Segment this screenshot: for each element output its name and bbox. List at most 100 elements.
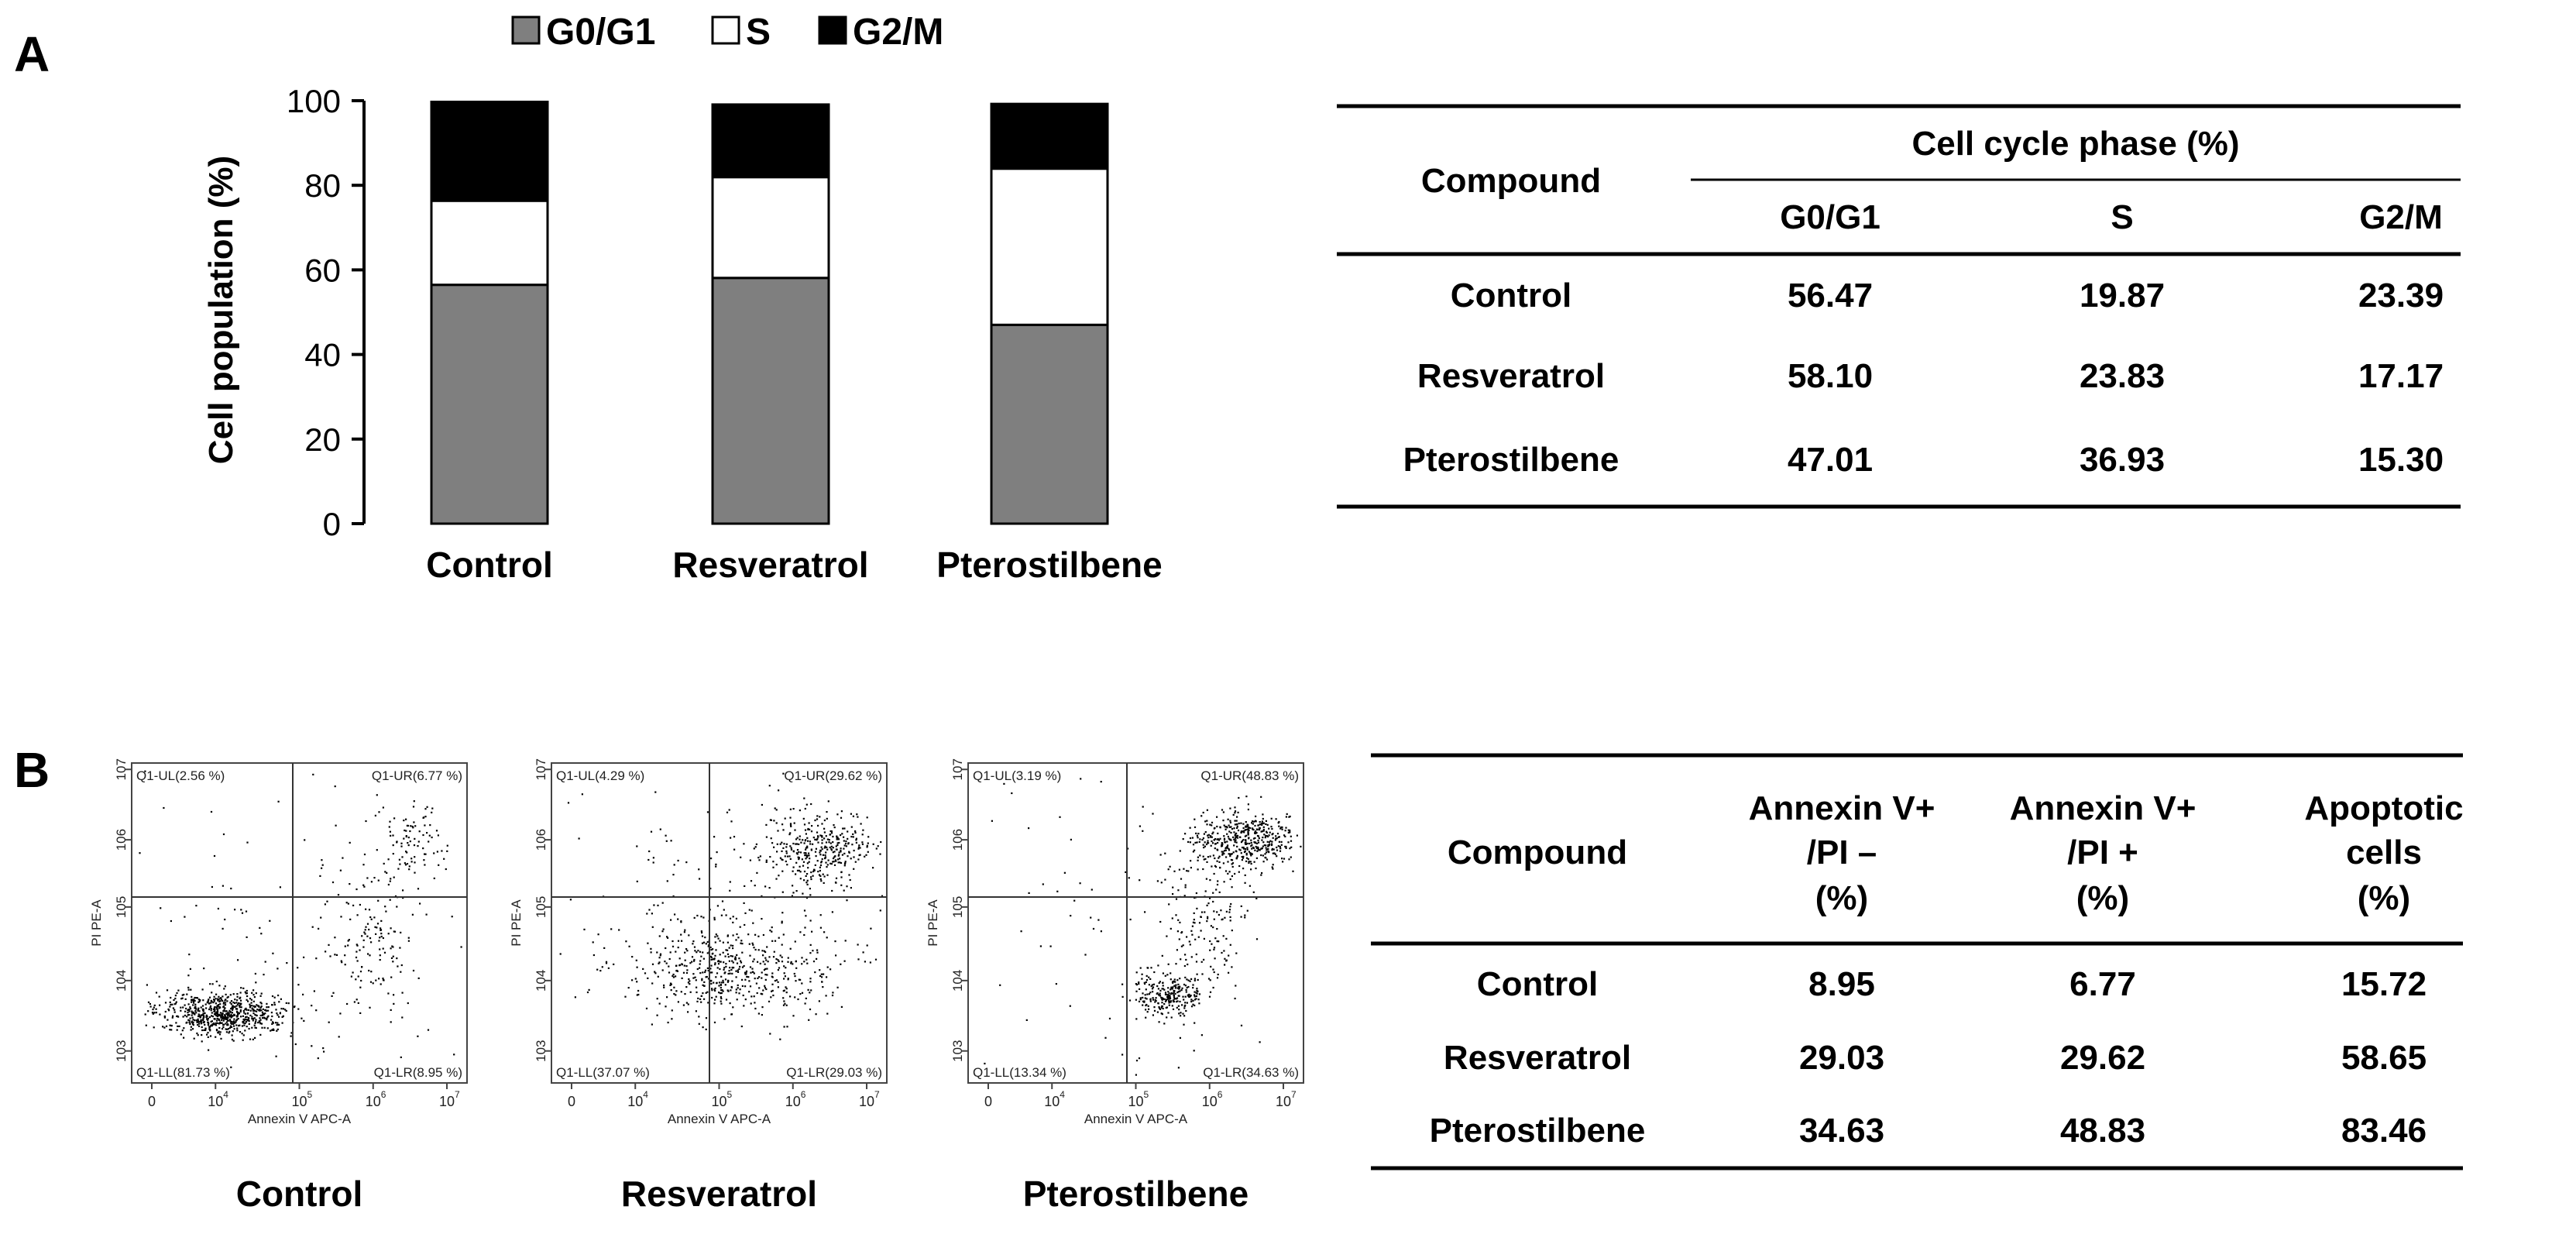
scatter-point [810, 871, 812, 874]
scatter-point [259, 1006, 262, 1009]
scatter-point [322, 1047, 325, 1050]
scatter-point [665, 840, 668, 842]
scatter-point [583, 928, 586, 930]
scatter-point [1181, 931, 1183, 933]
scatter-point [697, 950, 699, 952]
table-a-cell: 19.87 [2080, 277, 2165, 315]
scatter-point [409, 840, 411, 843]
y-tick-label: 105 [114, 896, 129, 918]
scatter-point [147, 1001, 150, 1003]
scatter-point [866, 846, 868, 848]
scatter-point [1159, 1008, 1162, 1010]
y-tick-label: 105 [950, 896, 965, 918]
scatter-point [733, 848, 736, 851]
scatter-point [426, 806, 428, 808]
scatter-point [685, 1002, 688, 1004]
scatter-point [1250, 839, 1252, 841]
scatter-point [240, 1006, 242, 1009]
scatter-point [1162, 985, 1164, 987]
scatter-point [714, 964, 716, 966]
scatter-point [1139, 997, 1142, 999]
scatter-point [1235, 858, 1238, 860]
scatter-point [1272, 837, 1274, 839]
scatter-point [850, 836, 853, 838]
scatter-point [382, 806, 384, 809]
scatter-point [317, 1057, 319, 1060]
scatter-point [729, 967, 731, 969]
scatter-point [1225, 960, 1228, 962]
scatter-point [443, 858, 445, 860]
scatter-point [1244, 874, 1246, 876]
scatter-point [1204, 831, 1207, 834]
scatter-point [1182, 944, 1184, 947]
scatter-point [1195, 832, 1197, 834]
scatter-point [376, 923, 380, 925]
scatter-point [1180, 1015, 1182, 1017]
scatter-point [1267, 844, 1269, 847]
scatter-point [1216, 883, 1219, 886]
scatter-point [741, 966, 744, 968]
scatter-point [1194, 1004, 1196, 1007]
scatter-point [369, 937, 372, 940]
scatter-point [234, 909, 236, 911]
scatter-point [831, 994, 834, 997]
scatter-point [803, 842, 805, 844]
scatter-point [1177, 1067, 1180, 1069]
scatter-point [1176, 992, 1179, 994]
scatter-point [201, 1026, 203, 1029]
scatter-point [266, 1016, 269, 1019]
scatter-point [373, 916, 376, 919]
scatter-point [844, 861, 847, 863]
scatter-point [272, 1022, 274, 1024]
scatter-point [1288, 816, 1290, 818]
scatter-point [215, 1024, 218, 1026]
scatter-point [709, 971, 712, 974]
scatter-point [255, 1026, 257, 1029]
scatter-point [731, 960, 733, 962]
scatter-point [331, 995, 333, 997]
scatter-point [213, 999, 215, 1002]
scatter-point [190, 1029, 192, 1031]
scatter-point [219, 1003, 222, 1005]
scatter-point [414, 825, 417, 827]
scatter-point [1158, 981, 1160, 985]
scatter-point [740, 1025, 743, 1028]
scatter-point [221, 1019, 223, 1021]
scatter-point [625, 940, 627, 943]
scatter-point [1152, 983, 1156, 985]
scatter-point [246, 1009, 248, 1011]
scatter-point [1039, 945, 1042, 947]
scatter-point [803, 797, 805, 799]
quadrant-label-ur: Q1-UR(29.62 %) [784, 768, 882, 783]
scatter-point [195, 905, 197, 907]
scatter-point [783, 978, 785, 980]
scatter-point [364, 929, 366, 931]
scatter-point [378, 811, 380, 813]
table-b-row-compound: Resveratrol [1444, 1039, 1631, 1077]
scatter-point [674, 913, 676, 916]
scatter-point [1262, 822, 1265, 824]
scatter-point [569, 899, 572, 901]
scatter-point [1128, 877, 1130, 879]
scatter-point [1138, 981, 1140, 984]
scatter-point [365, 820, 367, 823]
scatter-point [1204, 841, 1206, 844]
scatter-point [1223, 853, 1225, 855]
scatter-point [245, 1021, 248, 1023]
scatter-point [1231, 863, 1233, 865]
scatter-point [232, 1005, 235, 1008]
scatter-point [822, 873, 824, 875]
scatter-point [1204, 911, 1206, 913]
scatter-point [253, 1009, 256, 1012]
scatter-point [217, 907, 219, 910]
scatter-point [1209, 823, 1211, 826]
scatter-point [1213, 948, 1215, 950]
scatter-point [823, 973, 825, 975]
scatter-point [350, 975, 352, 978]
scatter-point [685, 965, 688, 968]
scatter-point [194, 1010, 197, 1012]
x-tick-exponent: 4 [223, 1089, 228, 1100]
scatter-point [758, 859, 761, 861]
table-b-cell: 34.63 [1799, 1112, 1884, 1150]
scatter-point [1236, 826, 1238, 828]
